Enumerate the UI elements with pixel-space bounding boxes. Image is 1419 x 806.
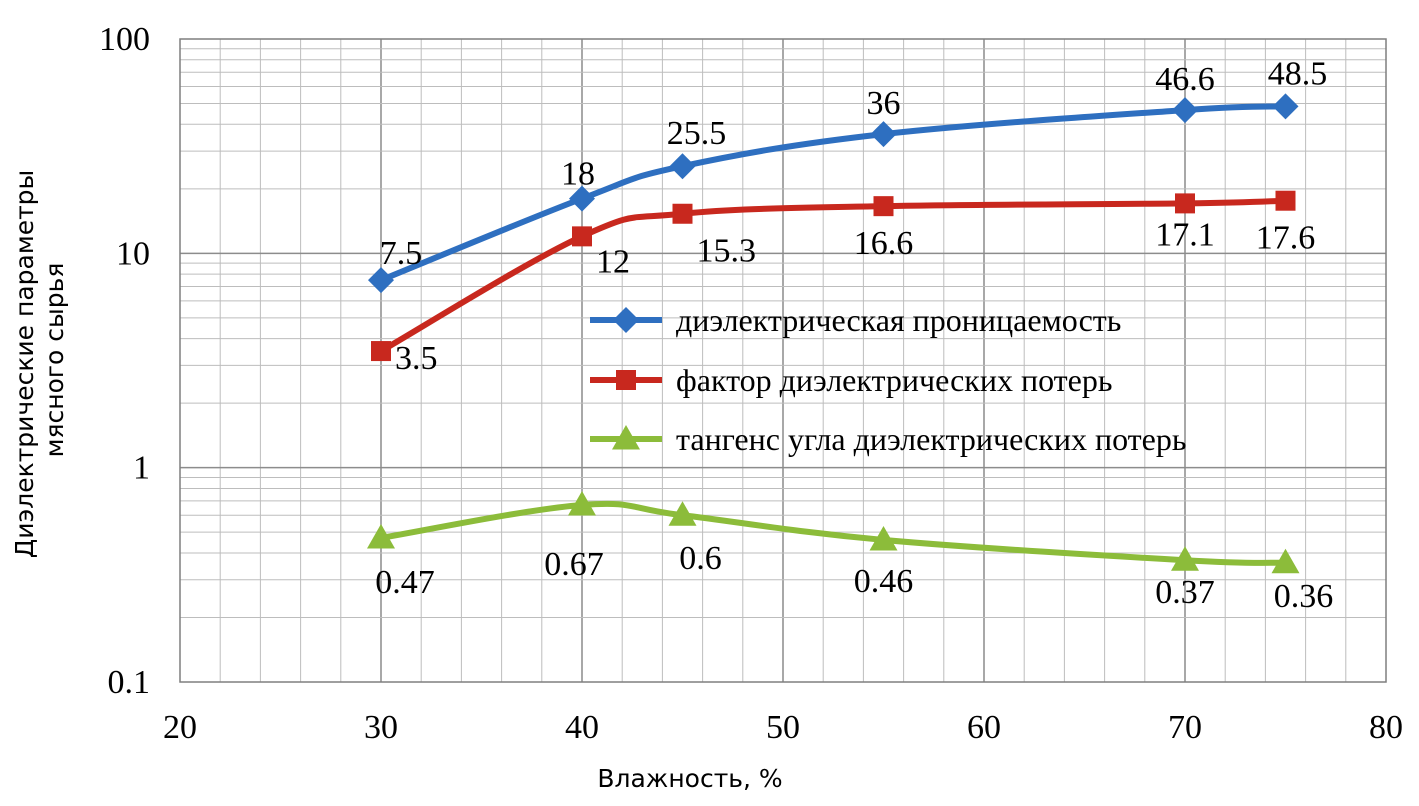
data-point-marker <box>569 185 595 212</box>
data-point-marker <box>1272 93 1299 120</box>
data-label: 25.5 <box>667 115 727 152</box>
data-point-marker <box>869 525 898 551</box>
data-label: 0.46 <box>854 563 914 600</box>
x-axis-title: Влажность, % <box>597 764 782 793</box>
data-label: 46.6 <box>1155 61 1215 98</box>
plot-area-border <box>179 38 1387 683</box>
y-axis-title: Диэлектрические параметры мясного сырья <box>10 162 69 558</box>
x-tick-label: 70 <box>1168 709 1202 746</box>
x-tick-label: 20 <box>163 709 197 746</box>
y-axis-title-line-2: мясного сырья <box>40 263 69 458</box>
legend: диэлектрическая проницаемость фактор диэл… <box>590 302 1186 457</box>
x-tick-label: 50 <box>766 709 800 746</box>
data-point-marker <box>367 523 395 549</box>
data-point-marker <box>572 226 592 247</box>
data-label: 0.47 <box>375 564 435 601</box>
data-label: 17.1 <box>1155 216 1215 253</box>
legend-marker <box>612 425 640 450</box>
data-point-marker <box>870 121 897 148</box>
data-label: 7.5 <box>380 235 423 272</box>
x-tick-label: 60 <box>967 709 1001 746</box>
y-tick-label: 10 <box>116 235 150 272</box>
data-label: 18 <box>561 156 595 193</box>
x-tick-label: 80 <box>1369 709 1403 746</box>
data-point-marker <box>371 341 391 362</box>
legend-label: диэлектрическая проницаемость <box>676 302 1121 338</box>
data-label: 0.6 <box>679 540 722 577</box>
data-point-marker <box>1275 190 1296 211</box>
y-tick-labels: 0.1 1 10 100 <box>99 21 150 701</box>
data-labels: 7.5 18 25.5 36 46.6 48.5 3.5 12 15.3 16.6 17.1 17.6… <box>375 55 1333 614</box>
grid <box>180 39 1386 682</box>
data-label: 0.36 <box>1274 578 1334 615</box>
data-label: 48.5 <box>1268 55 1328 92</box>
legend-label: тангенс угла диэлектрических потерь <box>676 421 1186 457</box>
data-point-marker <box>669 153 696 180</box>
data-point-marker <box>873 196 894 217</box>
data-label: 12 <box>596 243 630 280</box>
data-point-marker <box>1172 97 1198 124</box>
y-tick-label: 1 <box>133 450 150 487</box>
legend-marker <box>616 370 636 390</box>
data-label: 36 <box>867 85 901 122</box>
data-label: 3.5 <box>395 340 438 377</box>
data-point-marker <box>368 267 394 294</box>
series-markers <box>367 93 1300 574</box>
data-label: 0.67 <box>544 546 604 583</box>
data-point-marker <box>672 203 693 224</box>
data-label: 0.37 <box>1155 574 1215 611</box>
legend-label: фактор диэлектрических потерь <box>676 362 1112 398</box>
x-tick-labels: 20 30 40 50 60 70 80 <box>163 709 1403 746</box>
series-line <box>378 500 1289 566</box>
y-tick-label: 0.1 <box>108 664 151 701</box>
data-point-marker <box>1171 546 1199 571</box>
data-label: 16.6 <box>854 225 914 262</box>
y-axis-title-line-1: Диэлектрические параметры <box>10 170 39 558</box>
y-tick-label: 100 <box>99 21 150 58</box>
legend-marker <box>613 307 639 333</box>
data-point-marker <box>1271 548 1300 574</box>
data-label: 17.6 <box>1256 220 1316 257</box>
x-tick-label: 40 <box>565 709 599 746</box>
x-tick-label: 30 <box>364 709 398 746</box>
data-point-marker <box>1175 193 1195 214</box>
data-point-marker <box>668 501 697 526</box>
data-point-marker <box>568 490 596 516</box>
data-label: 15.3 <box>697 233 757 270</box>
